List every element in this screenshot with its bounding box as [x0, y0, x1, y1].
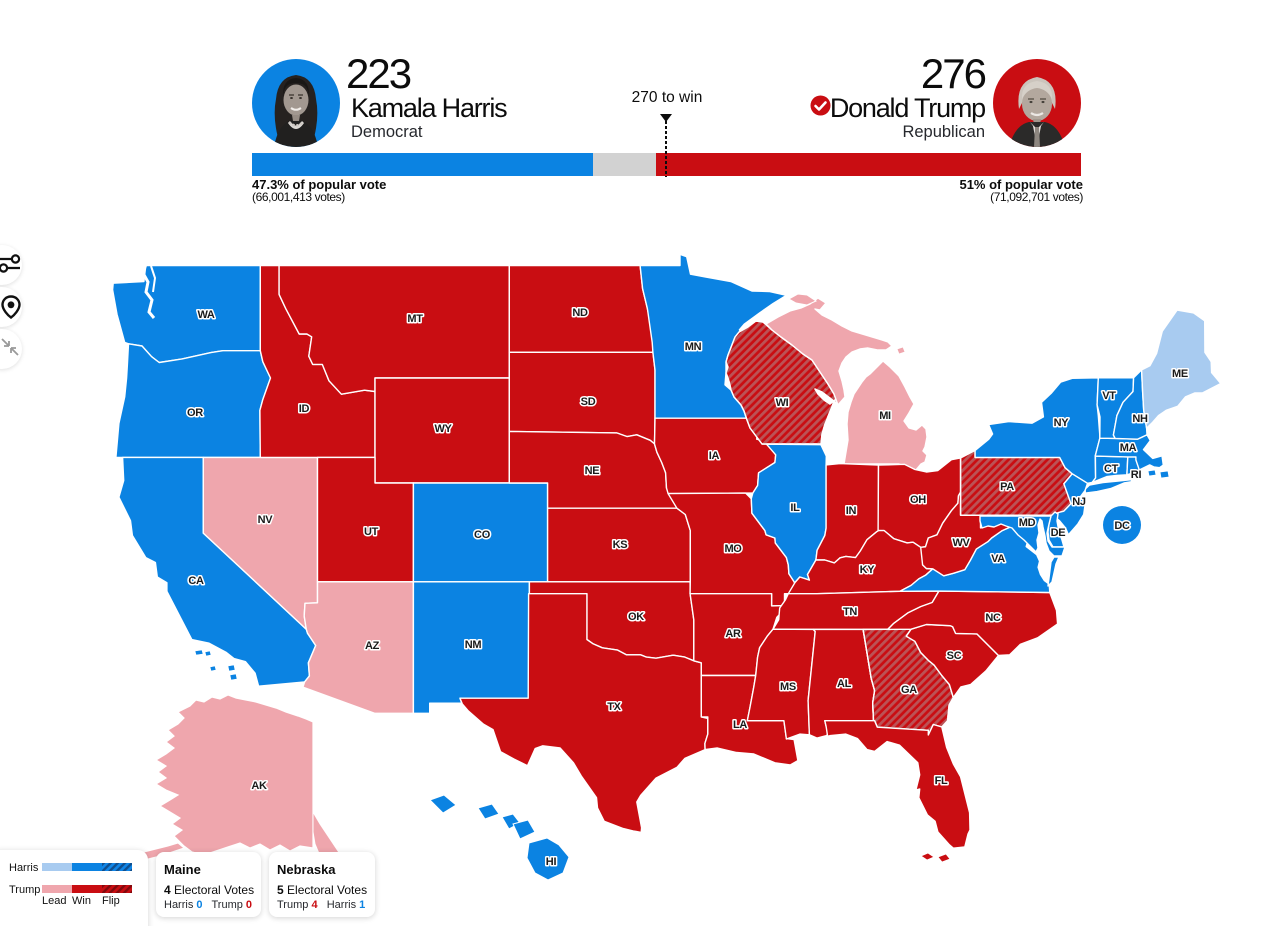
svg-text:SC: SC [947, 650, 962, 662]
svg-text:MA: MA [1120, 442, 1137, 454]
svg-text:ID: ID [299, 403, 310, 415]
svg-text:AR: AR [725, 628, 741, 640]
svg-text:NC: NC [985, 612, 1001, 624]
svg-text:WY: WY [434, 423, 452, 435]
svg-text:WV: WV [952, 537, 970, 549]
svg-text:OH: OH [910, 494, 926, 506]
svg-text:CO: CO [474, 529, 491, 541]
svg-text:CA: CA [188, 575, 204, 587]
svg-text:LA: LA [733, 719, 747, 731]
svg-text:CT: CT [1104, 463, 1119, 475]
svg-text:AL: AL [837, 678, 852, 690]
svg-text:NY: NY [1054, 417, 1070, 429]
svg-text:MI: MI [879, 410, 891, 422]
svg-text:VT: VT [1102, 390, 1116, 402]
svg-text:NV: NV [258, 514, 274, 526]
svg-text:MS: MS [780, 681, 796, 693]
svg-text:WA: WA [197, 309, 214, 321]
svg-text:GA: GA [901, 684, 917, 696]
svg-text:ND: ND [572, 307, 588, 319]
svg-text:IA: IA [709, 450, 720, 462]
svg-text:MD: MD [1019, 517, 1036, 529]
svg-text:OR: OR [187, 407, 203, 419]
svg-text:NM: NM [465, 639, 482, 651]
svg-text:MN: MN [685, 341, 702, 353]
svg-text:DC: DC [1114, 520, 1130, 532]
svg-text:TN: TN [843, 606, 857, 618]
svg-text:FL: FL [935, 775, 948, 787]
svg-text:AK: AK [251, 780, 267, 792]
svg-text:DE: DE [1051, 527, 1066, 539]
svg-text:IL: IL [790, 502, 800, 514]
svg-text:RI: RI [1131, 469, 1142, 481]
svg-text:PA: PA [1000, 481, 1014, 493]
svg-text:HI: HI [546, 856, 557, 868]
svg-text:SD: SD [581, 396, 596, 408]
svg-text:AZ: AZ [365, 640, 380, 652]
svg-text:OK: OK [628, 611, 644, 623]
svg-text:MO: MO [724, 543, 742, 555]
svg-text:UT: UT [364, 526, 379, 538]
svg-text:MT: MT [407, 313, 423, 325]
svg-text:VA: VA [991, 553, 1005, 565]
svg-text:NE: NE [585, 465, 600, 477]
svg-text:KY: KY [860, 564, 876, 576]
svg-text:KS: KS [613, 539, 628, 551]
svg-text:IN: IN [846, 505, 857, 517]
svg-text:TX: TX [607, 701, 621, 713]
svg-text:WI: WI [776, 397, 789, 409]
svg-text:NH: NH [1132, 413, 1148, 425]
svg-text:NJ: NJ [1072, 496, 1086, 508]
svg-text:ME: ME [1172, 368, 1188, 380]
